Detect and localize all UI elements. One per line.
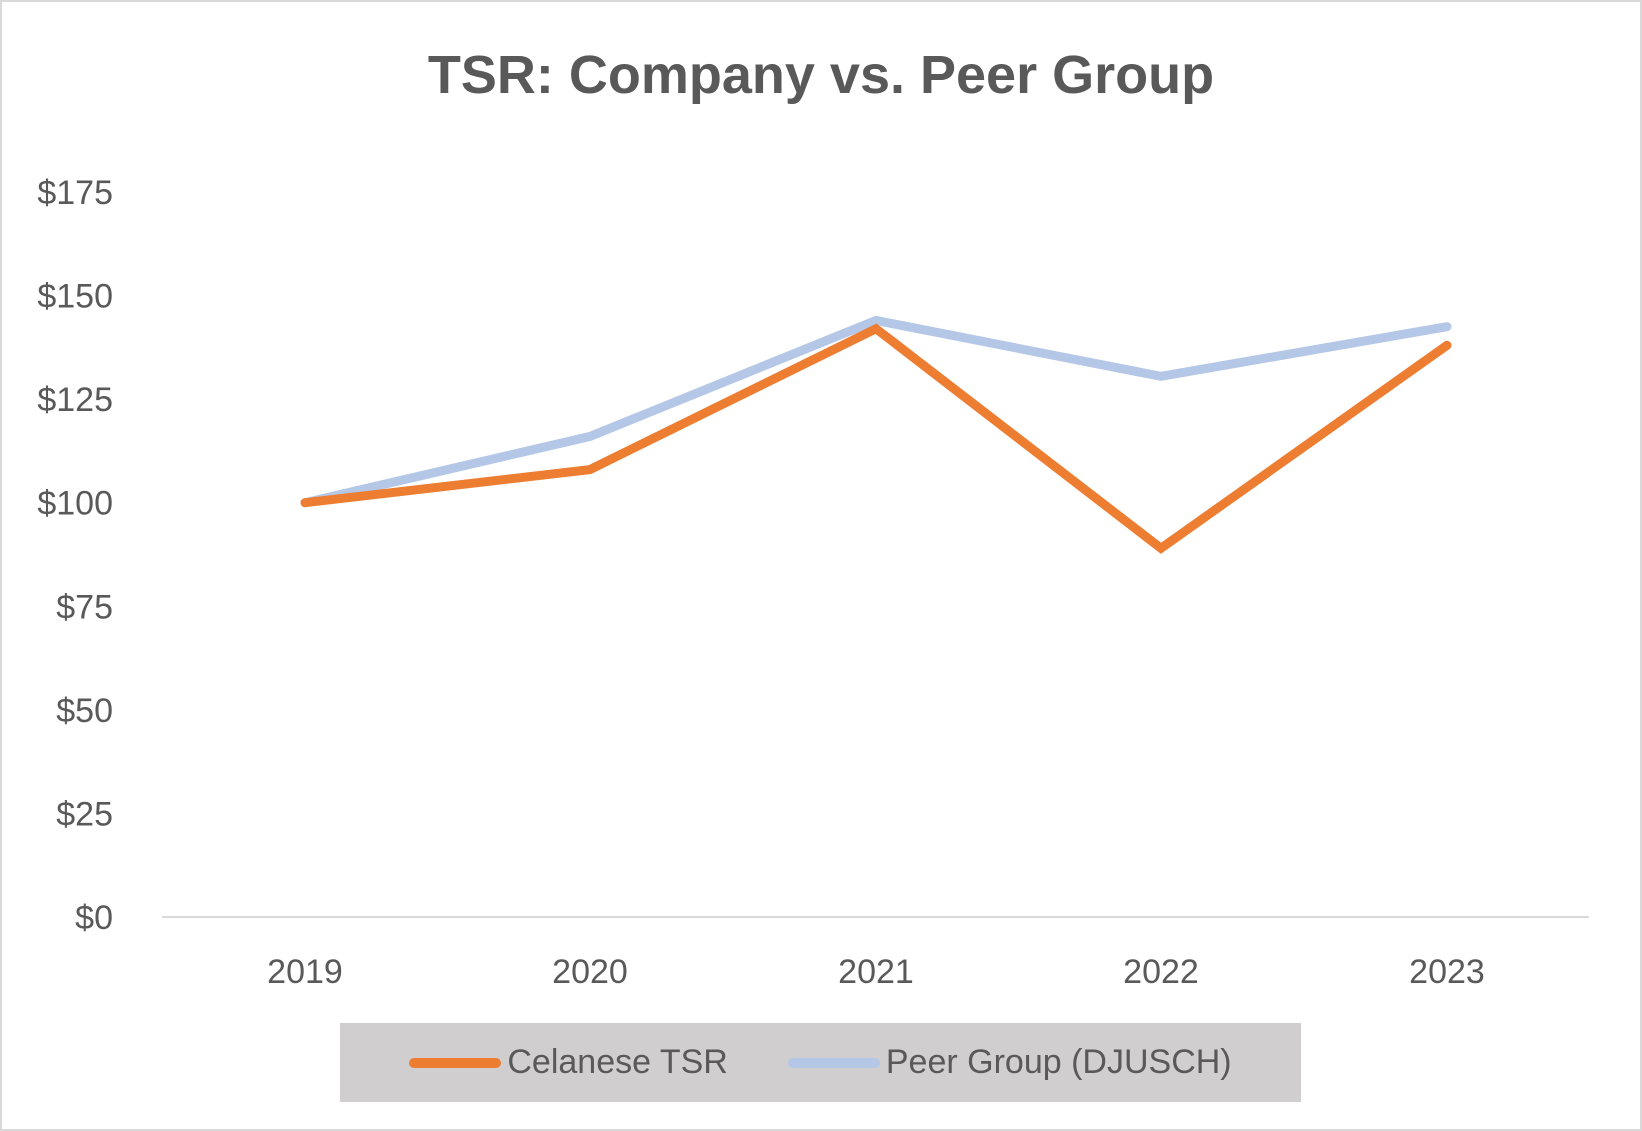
x-tick-label: 2019 <box>267 953 343 991</box>
legend-label: Peer Group (DJUSCH) <box>885 1043 1232 1081</box>
legend-label: Celanese TSR <box>507 1043 728 1081</box>
y-tick-label: $0 <box>75 899 113 937</box>
y-tick-label: $175 <box>37 174 113 212</box>
y-tick-label: $75 <box>56 588 113 626</box>
series-line-peer-group <box>300 315 1452 508</box>
x-tick-label: 2021 <box>838 953 914 991</box>
x-tick-label: 2023 <box>1409 953 1485 991</box>
y-tick-label: $25 <box>56 795 113 833</box>
legend-item-celanese: Celanese TSR <box>409 1043 728 1082</box>
legend-swatch <box>409 1057 502 1068</box>
legend-item-peer-group: Peer Group (DJUSCH) <box>787 1043 1232 1082</box>
y-tick-label: $125 <box>37 381 113 419</box>
series-line-celanese <box>300 323 1452 554</box>
y-tick-label: $50 <box>56 692 113 730</box>
legend-swatch <box>787 1057 880 1068</box>
legend: Celanese TSR Peer Group (DJUSCH) <box>340 1023 1301 1102</box>
y-tick-label: $150 <box>37 278 113 316</box>
x-tick-label: 2020 <box>552 953 628 991</box>
chart-title: TSR: Company vs. Peer Group <box>427 45 1215 105</box>
y-tick-label: $100 <box>37 485 113 523</box>
x-tick-label: 2022 <box>1123 953 1199 991</box>
